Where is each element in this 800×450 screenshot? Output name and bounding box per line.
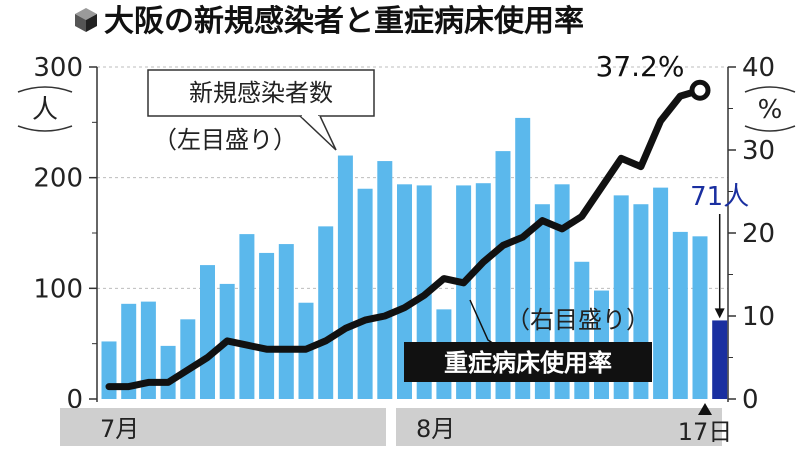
bar (160, 345, 176, 399)
left-unit-label: 人 (17, 86, 73, 132)
bar (200, 265, 215, 399)
bar (357, 188, 373, 399)
bar-series (101, 117, 728, 399)
bar (495, 151, 511, 399)
bars-axis-note: （左目盛り） (153, 126, 297, 154)
month-label-july: 7月 (100, 415, 139, 443)
bars-annotation: 新規感染者数 （左目盛り） (147, 69, 375, 154)
right-tick-label: 40 (742, 53, 775, 83)
title-group: 大阪の新規感染者と重症病床使用率 (75, 4, 584, 39)
bar (101, 341, 117, 399)
bar (672, 231, 688, 399)
bar (180, 319, 196, 399)
bars-series-name: 新規感染者数 (189, 79, 333, 107)
svg-text:%: % (758, 95, 783, 125)
svg-text:人: 人 (32, 95, 58, 125)
bar-highlight (712, 320, 728, 399)
line-axis-note: （右目盛り） (506, 306, 650, 334)
end-date-label: 17日 (678, 418, 733, 446)
chart-title: 大阪の新規感染者と重症病床使用率 (104, 4, 584, 39)
left-tick-label: 200 (33, 164, 83, 194)
month-band-august (396, 408, 722, 446)
bar (692, 236, 708, 399)
left-tick-label: 100 (33, 274, 83, 304)
bar (337, 155, 353, 399)
line-annotation: （右目盛り） 重症病床使用率 (404, 299, 652, 382)
right-tick-label: 10 (742, 302, 775, 332)
month-band: 7月 8月 17日 (60, 403, 732, 446)
bar (278, 244, 294, 399)
left-axis-ticks: 0 100 200 300 (33, 53, 97, 415)
bar (653, 187, 669, 399)
line-series (105, 86, 704, 391)
bar (140, 301, 156, 399)
month-band-july (60, 408, 386, 446)
right-tick-label: 20 (742, 219, 775, 249)
cube-icon (75, 8, 97, 32)
right-tick-label: 30 (742, 136, 775, 166)
bar (239, 234, 255, 399)
line-legend-box (404, 342, 652, 382)
left-tick-label: 300 (33, 53, 83, 83)
bar (121, 303, 137, 399)
last-bar-label: 71人 (690, 182, 749, 212)
line-series-name: 重症病床使用率 (444, 349, 612, 377)
right-axis-ticks: 0 10 20 30 40 (728, 53, 775, 415)
bar (515, 117, 531, 399)
bar (318, 226, 334, 399)
last-bar-arrow (714, 214, 725, 319)
right-tick-label: 0 (742, 385, 759, 415)
end-date-marker (698, 403, 712, 415)
arrow-head (714, 308, 725, 319)
left-tick-label: 0 (66, 385, 83, 415)
bar (377, 161, 393, 399)
right-unit-label: % (744, 86, 796, 132)
line-end-label: 37.2% (596, 50, 685, 83)
bar (259, 252, 275, 399)
line-end-marker (689, 79, 711, 101)
month-label-august: 8月 (416, 415, 455, 443)
